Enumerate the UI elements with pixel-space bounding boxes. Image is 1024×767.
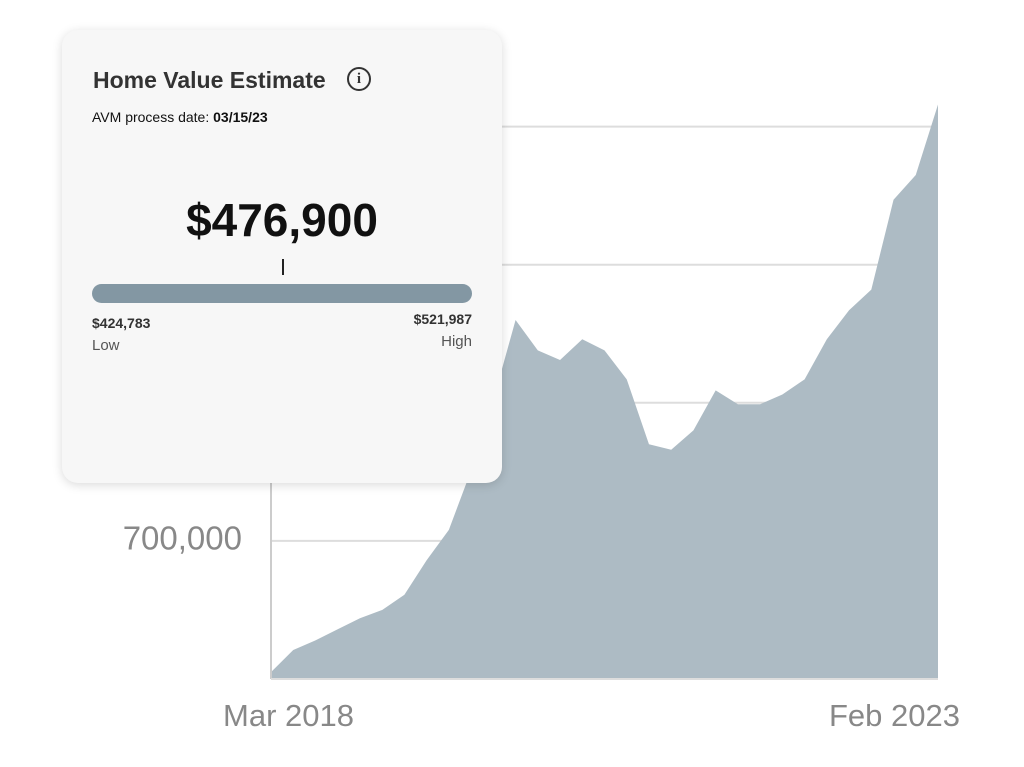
- low-value: $424,783: [92, 315, 151, 331]
- info-icon[interactable]: i: [347, 67, 371, 91]
- estimate-marker: [282, 259, 284, 275]
- date-label: AVM process date:: [92, 109, 210, 125]
- range-bar: [92, 284, 472, 303]
- value-card: Home Value Estimate i AVM process date: …: [62, 30, 502, 483]
- x-tick-label: Mar 2018: [223, 698, 354, 733]
- date: 03/15/23: [213, 109, 268, 125]
- x-tick-label: Feb 2023: [829, 698, 960, 733]
- y-tick-label: 700,000: [123, 520, 242, 557]
- estimate: $476,900: [186, 194, 378, 246]
- high-value: $521,987: [413, 311, 472, 327]
- date-line: AVM process date: 03/15/23: [92, 109, 268, 125]
- low-label: Low: [92, 337, 120, 354]
- high-label: High: [441, 333, 472, 350]
- card-title: Home Value Estimate: [93, 67, 326, 93]
- area: [271, 104, 938, 680]
- plot: [271, 104, 938, 680]
